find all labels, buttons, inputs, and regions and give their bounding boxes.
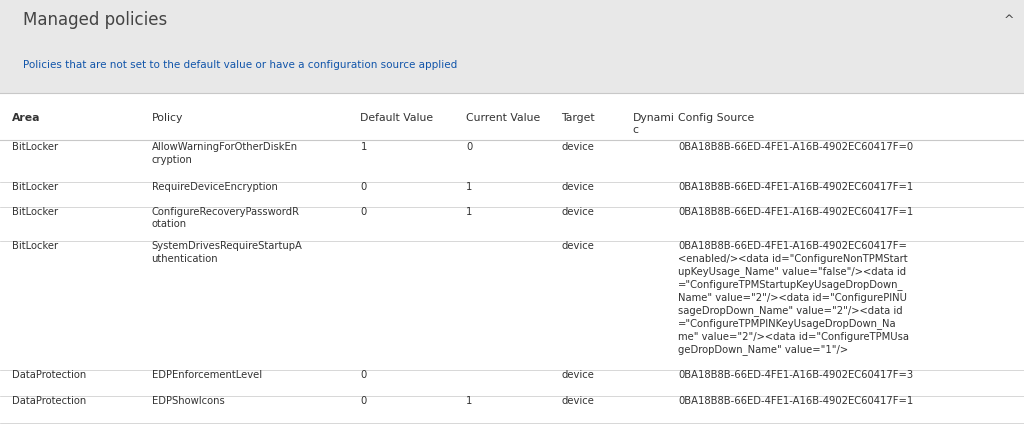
- Text: DataProtection: DataProtection: [12, 370, 87, 380]
- Text: Config Source: Config Source: [678, 113, 754, 123]
- Text: EDPShowIcons: EDPShowIcons: [152, 396, 224, 406]
- Text: BitLocker: BitLocker: [12, 182, 58, 191]
- Text: 0: 0: [360, 207, 367, 217]
- Text: EDPEnforcementLevel: EDPEnforcementLevel: [152, 370, 262, 380]
- Text: Default Value: Default Value: [360, 113, 433, 123]
- Text: 1: 1: [360, 142, 367, 152]
- Text: 0: 0: [360, 396, 367, 406]
- Text: Managed policies: Managed policies: [23, 11, 167, 29]
- Text: 0BA18B8B-66ED-4FE1-A16B-4902EC60417F=1: 0BA18B8B-66ED-4FE1-A16B-4902EC60417F=1: [678, 396, 913, 406]
- Text: device: device: [561, 182, 594, 191]
- Text: 0BA18B8B-66ED-4FE1-A16B-4902EC60417F=
<enabled/><data id="ConfigureNonTPMStart
u: 0BA18B8B-66ED-4FE1-A16B-4902EC60417F= <e…: [678, 241, 909, 355]
- Text: 0: 0: [466, 142, 472, 152]
- Text: 1: 1: [466, 207, 472, 217]
- Text: 0BA18B8B-66ED-4FE1-A16B-4902EC60417F=3: 0BA18B8B-66ED-4FE1-A16B-4902EC60417F=3: [678, 370, 913, 380]
- Text: device: device: [561, 396, 594, 406]
- Text: 0: 0: [360, 182, 367, 191]
- Text: Current Value: Current Value: [466, 113, 541, 123]
- Text: 1: 1: [466, 182, 472, 191]
- Bar: [0, 0, 1024, 93]
- Text: ^: ^: [1004, 13, 1014, 27]
- Text: Policies that are not set to the default value or have a configuration source ap: Policies that are not set to the default…: [23, 60, 457, 69]
- Text: 0: 0: [360, 370, 367, 380]
- Text: device: device: [561, 207, 594, 217]
- Text: 0BA18B8B-66ED-4FE1-A16B-4902EC60417F=1: 0BA18B8B-66ED-4FE1-A16B-4902EC60417F=1: [678, 207, 913, 217]
- Text: ConfigureRecoveryPasswordR
otation: ConfigureRecoveryPasswordR otation: [152, 207, 300, 229]
- Text: device: device: [561, 370, 594, 380]
- Text: device: device: [561, 241, 594, 251]
- Text: BitLocker: BitLocker: [12, 241, 58, 251]
- Text: 0BA18B8B-66ED-4FE1-A16B-4902EC60417F=1: 0BA18B8B-66ED-4FE1-A16B-4902EC60417F=1: [678, 182, 913, 191]
- Text: 1: 1: [466, 396, 472, 406]
- Text: AllowWarningForOtherDiskEn
cryption: AllowWarningForOtherDiskEn cryption: [152, 142, 298, 165]
- Text: SystemDrivesRequireStartupA
uthentication: SystemDrivesRequireStartupA uthenticatio…: [152, 241, 302, 263]
- Text: RequireDeviceEncryption: RequireDeviceEncryption: [152, 182, 278, 191]
- Text: Policy: Policy: [152, 113, 183, 123]
- Text: Area: Area: [12, 113, 41, 123]
- Text: BitLocker: BitLocker: [12, 142, 58, 152]
- Text: 0BA18B8B-66ED-4FE1-A16B-4902EC60417F=0: 0BA18B8B-66ED-4FE1-A16B-4902EC60417F=0: [678, 142, 913, 152]
- Text: Target: Target: [561, 113, 595, 123]
- Text: Dynami
c: Dynami c: [633, 113, 675, 135]
- Text: BitLocker: BitLocker: [12, 207, 58, 217]
- Text: device: device: [561, 142, 594, 152]
- Text: DataProtection: DataProtection: [12, 396, 87, 406]
